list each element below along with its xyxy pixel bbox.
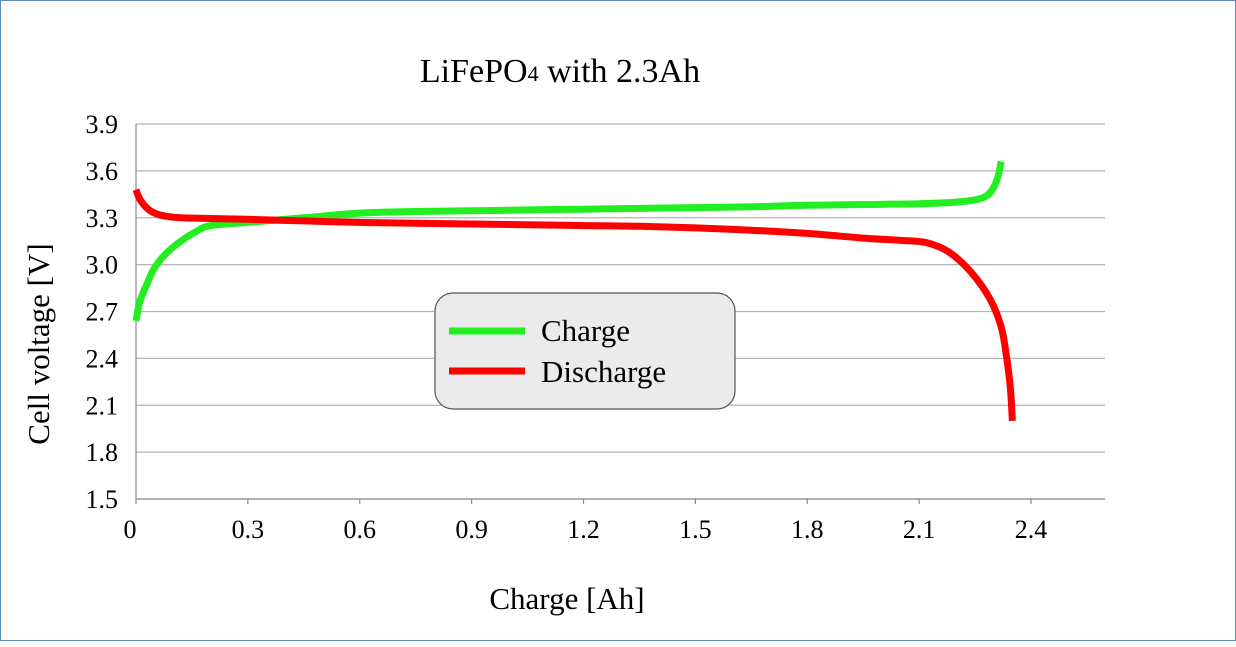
x-tick-label: 0.3	[232, 515, 265, 544]
y-tick-label: 3.9	[86, 110, 119, 139]
y-tick-label: 3.0	[86, 251, 119, 280]
chart-title: LiFePO4 with 2.3Ah	[420, 53, 700, 90]
x-axis-title: Charge [Ah]	[489, 581, 644, 616]
x-tick-label: 1.5	[679, 515, 712, 544]
legend-label-discharge: Discharge	[541, 354, 666, 389]
y-tick-label: 2.7	[86, 298, 119, 327]
y-tick-label: 1.5	[86, 485, 119, 514]
x-tick-label: 0	[124, 515, 137, 544]
y-tick-labels: 1.5 1.8 2.1 2.4 2.7 3.0 3.3 3.6 3.9	[86, 110, 119, 514]
legend-label-charge: Charge	[541, 313, 630, 348]
series-line-discharge	[132, 188, 1016, 422]
series-line-charge	[132, 160, 1005, 322]
x-tick-label: 1.8	[791, 515, 824, 544]
x-tick-label: 2.1	[903, 515, 936, 544]
y-tick-label: 3.6	[86, 157, 119, 186]
x-tick-label: 2.4	[1015, 515, 1048, 544]
chart-title-main: LiFePO	[420, 53, 528, 90]
y-tick-label: 3.3	[86, 204, 119, 233]
series-lines	[132, 160, 1016, 422]
y-axis-title: Cell voltage [V]	[21, 243, 56, 444]
x-tick-label: 1.2	[567, 515, 600, 544]
x-tick-labels: 0 0.3 0.6 0.9 1.2 1.5 1.8 2.1 2.4	[124, 515, 1048, 544]
chart-title-suffix: with 2.3Ah	[539, 53, 701, 90]
chart-title-subscript: 4	[528, 61, 539, 86]
y-tick-label: 2.1	[86, 391, 119, 420]
y-tick-label: 2.4	[86, 344, 119, 373]
legend-box	[434, 292, 736, 410]
y-tick-label: 1.8	[86, 438, 119, 467]
legend: Charge Discharge	[434, 292, 736, 410]
x-tick-label: 0.6	[344, 515, 377, 544]
x-tick-label: 0.9	[455, 515, 488, 544]
